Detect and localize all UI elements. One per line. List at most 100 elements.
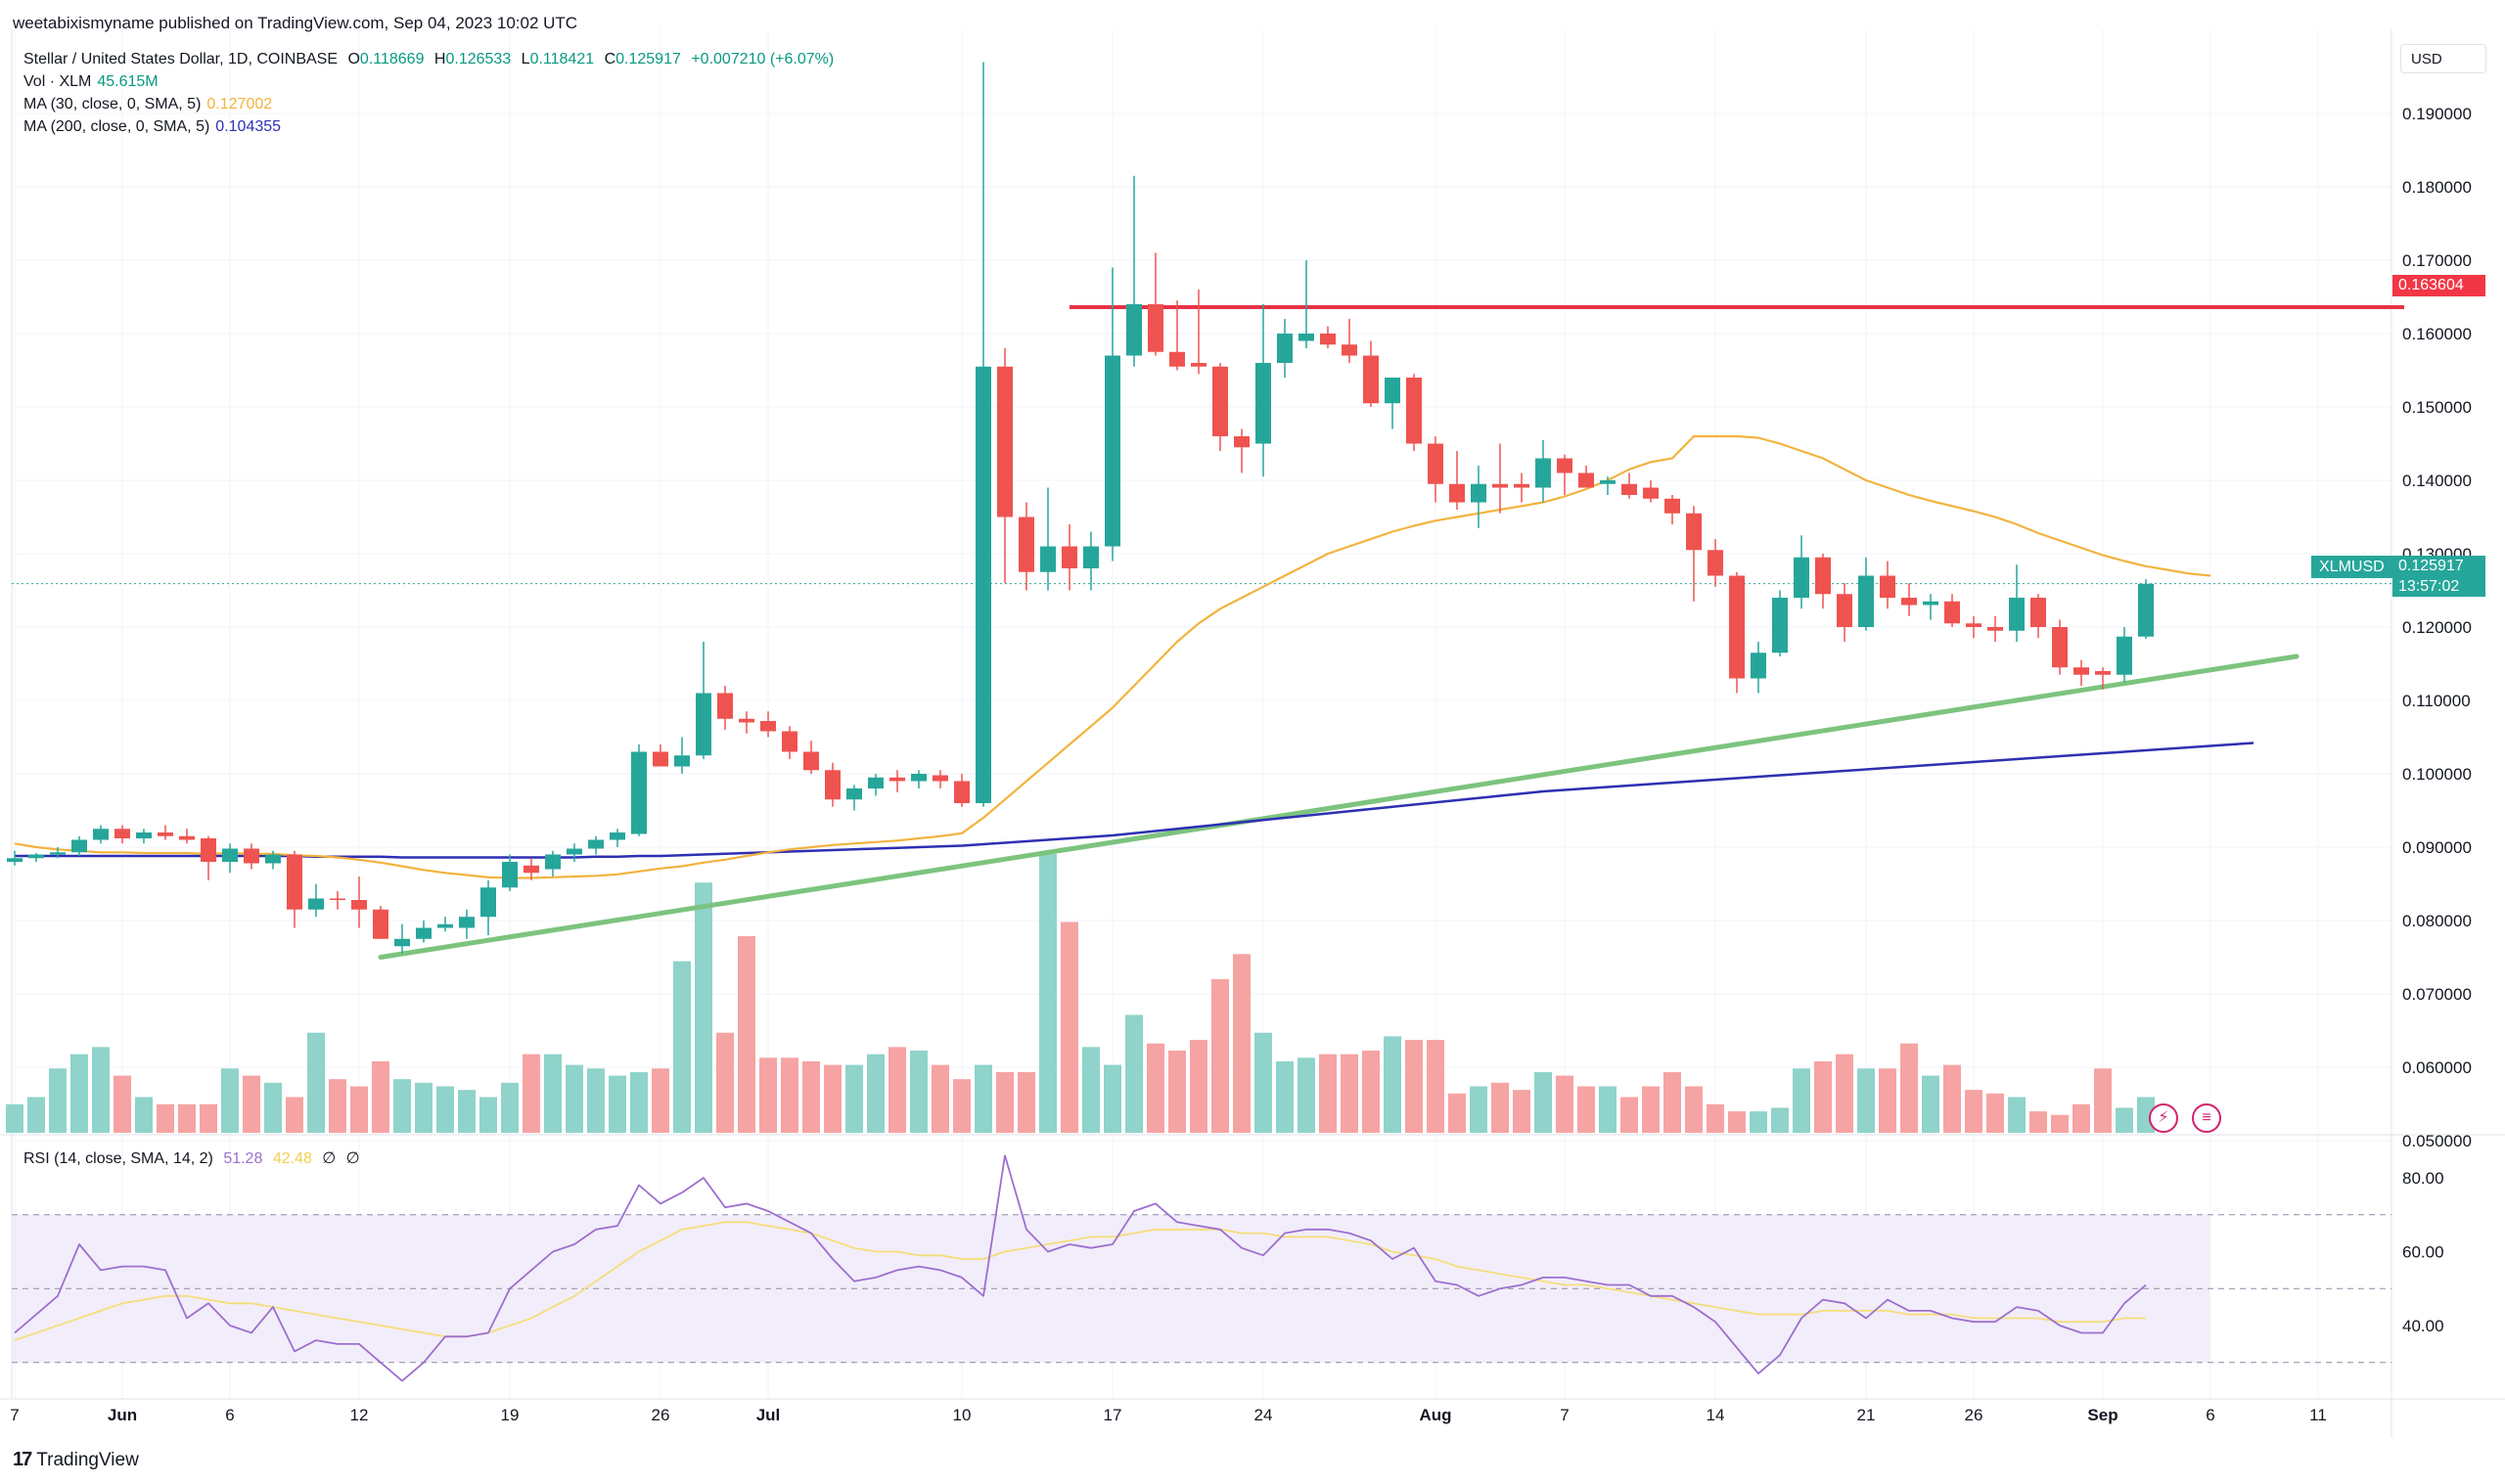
volume-bar (630, 1071, 648, 1133)
candle-body (1363, 355, 1379, 404)
candle-body (50, 852, 66, 855)
volume-bar (329, 1079, 346, 1133)
legend-volume-row[interactable]: Vol · XLM 45.615M (23, 70, 840, 93)
candle-body (351, 900, 367, 910)
candle-body (1535, 458, 1551, 488)
candle-body (933, 775, 948, 782)
candle-body (28, 854, 44, 859)
volume-bar (1168, 1050, 1186, 1133)
candle-body (437, 923, 453, 928)
volume-bar (1125, 1014, 1143, 1133)
candle-body (394, 938, 410, 947)
rsi-empty-1: ∅ (322, 1150, 337, 1167)
date-tick-label: 11 (2309, 1406, 2327, 1424)
candle-body (502, 862, 518, 888)
date-tick-label: 19 (501, 1406, 520, 1424)
volume-bar (2094, 1068, 2112, 1133)
candle-body (1492, 483, 1508, 488)
rsi-legend[interactable]: RSI (14, close, SMA, 14, 2) 51.28 42.48 … (23, 1148, 366, 1168)
currency-selector[interactable]: USD (2400, 44, 2486, 73)
rsi-tick-label: 80.00 (2402, 1169, 2444, 1188)
price-tick-label: 0.150000 (2402, 398, 2472, 417)
volume-bar (393, 1079, 411, 1133)
volume-bar (501, 1082, 519, 1133)
grid-lines (12, 29, 2391, 1399)
rsi-ma-value: 42.48 (272, 1150, 312, 1167)
volume-label: Vol · XLM (23, 73, 92, 90)
candle-body (696, 693, 711, 756)
volume-bars (6, 854, 2155, 1133)
candle-body (1815, 557, 1831, 595)
candle-body (1578, 472, 1594, 488)
volume-bar (1750, 1111, 1767, 1133)
candle-body (2117, 636, 2132, 675)
low-label: L (521, 51, 530, 67)
candle-body (825, 770, 841, 800)
last-price-value: 0.125917 (2398, 558, 2464, 574)
volume-bar (738, 936, 755, 1133)
volume-bar (264, 1082, 282, 1133)
indicator-lines (12, 305, 2404, 1382)
tradingview-logo[interactable]: 17 TradingView (13, 1449, 139, 1471)
candle-body (2009, 598, 2025, 631)
price-tick-label: 0.110000 (2402, 692, 2471, 710)
legend-ma200-row[interactable]: MA (200, close, 0, SMA, 5) 0.104355 (23, 115, 840, 138)
price-tick-label: 0.090000 (2402, 838, 2472, 857)
candle-body (1342, 344, 1357, 356)
legend-ma30-row[interactable]: MA (30, close, 0, SMA, 5) 0.127002 (23, 93, 840, 115)
candle-body (1471, 483, 1486, 503)
volume-bar (1104, 1064, 1121, 1133)
high-value: 0.126533 (445, 51, 512, 67)
ma30-line (14, 434, 2211, 879)
volume-bar (92, 1047, 110, 1133)
us-flag-icon[interactable]: ≡ (2192, 1103, 2221, 1133)
volume-bar (1039, 854, 1057, 1133)
volume-bar (1362, 1050, 1380, 1133)
candle-body (2052, 627, 2068, 668)
volume-bar (1986, 1093, 2004, 1133)
close-label: C (604, 51, 616, 67)
volume-bar (1599, 1086, 1617, 1133)
rsi-label: RSI (14, close, SMA, 14, 2) (23, 1150, 213, 1167)
volume-bar (1319, 1054, 1337, 1133)
volume-bar (716, 1032, 734, 1133)
volume-bar (1405, 1040, 1423, 1133)
candle-body (158, 832, 173, 836)
high-label: H (433, 51, 446, 67)
rsi-value: 51.28 (223, 1150, 263, 1167)
candle-body (610, 832, 625, 840)
candle-body (1794, 557, 1809, 598)
date-tick-label: 10 (953, 1406, 972, 1424)
candle-body (1234, 436, 1250, 448)
volume-bar (49, 1068, 67, 1133)
date-tick-label: 26 (652, 1406, 670, 1424)
volume-bar (200, 1103, 217, 1133)
candle-body (1966, 623, 1981, 627)
candle-body (1040, 546, 1056, 572)
date-tick-label: 12 (350, 1406, 369, 1424)
bar-countdown: 13:57:02 (2398, 578, 2460, 595)
low-value: 0.118421 (529, 51, 595, 67)
candle-body (1277, 334, 1293, 363)
symbol-title[interactable]: Stellar / United States Dollar, 1D, COIN… (23, 51, 339, 67)
open-value: 0.118669 (359, 51, 425, 67)
date-tick-label: 26 (1965, 1406, 1983, 1424)
lightning-icon[interactable]: ⚡ (2149, 1103, 2178, 1133)
ma30-label: MA (30, close, 0, SMA, 5) (23, 96, 202, 112)
candle-body (93, 829, 109, 840)
candle-body (1664, 498, 1680, 514)
candle-body (524, 865, 539, 874)
volume-bar (1577, 1086, 1595, 1133)
candle-body (2095, 671, 2111, 675)
volume-bar (1082, 1047, 1100, 1133)
volume-bar (135, 1097, 153, 1133)
volume-bar (286, 1097, 303, 1133)
volume-bar (867, 1054, 885, 1133)
date-tick-label: 6 (2206, 1406, 2214, 1424)
volume-bar (1857, 1068, 1875, 1133)
candle-body (717, 693, 733, 719)
resistance-price-label: 0.163604 (2392, 275, 2485, 296)
candle-body (459, 917, 475, 928)
candle-body (1858, 575, 1874, 627)
